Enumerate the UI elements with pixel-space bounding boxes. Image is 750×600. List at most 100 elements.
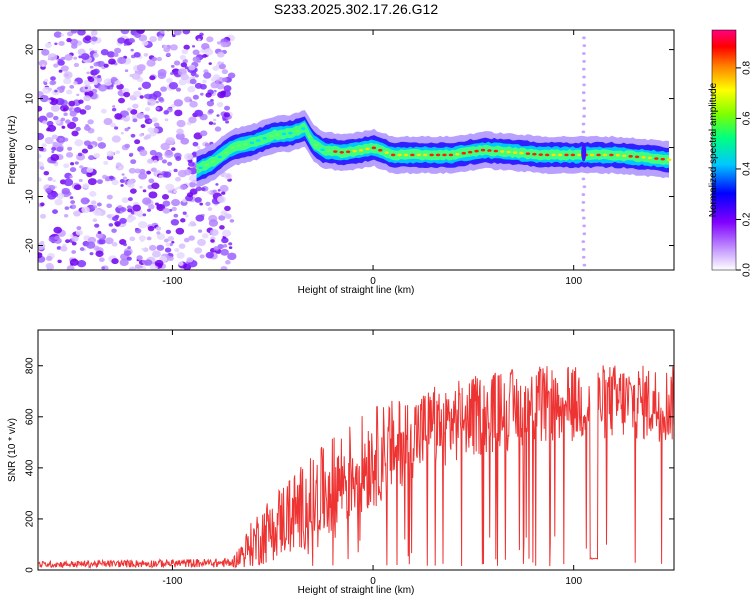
- noise-blob: [136, 64, 146, 72]
- noise-blob: [123, 250, 132, 257]
- spike-point: [582, 263, 587, 267]
- noise-blob: [130, 109, 138, 115]
- ytick-label: 0: [25, 144, 36, 150]
- noise-blob: [183, 237, 190, 243]
- ridge-peak: [480, 148, 486, 152]
- noise-blob: [103, 160, 109, 165]
- ytick-label: 200: [25, 510, 36, 527]
- noise-blob: [141, 247, 145, 251]
- noise-blob: [129, 152, 134, 157]
- noise-blob: [121, 173, 125, 176]
- noise-blob: [83, 125, 91, 131]
- noise-blob: [88, 155, 95, 161]
- noise-blob: [206, 100, 215, 107]
- snr-ticks: -100 0 100 0 200 400 600 800: [25, 330, 674, 587]
- noise-blob: [171, 206, 177, 212]
- noise-blob: [199, 202, 204, 206]
- ridge-peak: [577, 153, 582, 157]
- ridge-peak: [570, 153, 576, 157]
- noise-blob: [83, 95, 91, 102]
- noise-blob: [70, 162, 75, 166]
- noise-blob: [125, 115, 131, 119]
- ridge-peak: [256, 139, 261, 142]
- ridge-peak: [416, 153, 421, 157]
- noise-blob: [60, 85, 66, 90]
- noise-blob: [46, 127, 51, 132]
- noise-blob: [137, 213, 143, 218]
- noise-blob: [84, 104, 92, 111]
- noise-blob: [212, 189, 217, 194]
- noise-blob: [90, 30, 98, 36]
- noise-blob: [39, 94, 49, 103]
- ridge-peak: [339, 151, 344, 154]
- noise-blob: [220, 41, 228, 48]
- colorbar-gradient: [711, 29, 737, 271]
- spike-point: [582, 36, 586, 40]
- ytick-label: -20: [25, 238, 36, 253]
- noise-blob: [182, 211, 187, 215]
- ridge-peak: [602, 153, 608, 157]
- noise-blob: [176, 119, 186, 128]
- noise-blob: [218, 63, 226, 70]
- noise-blob: [54, 89, 58, 93]
- noise-blob: [189, 100, 198, 108]
- noise-blob: [42, 120, 48, 125]
- noise-blob: [205, 251, 214, 259]
- noise-blob: [218, 215, 226, 221]
- noise-blob: [101, 266, 106, 270]
- ridge-peak: [461, 151, 466, 155]
- ridge-peak: [512, 151, 518, 154]
- noise-blob: [73, 56, 78, 60]
- ridge-peak: [654, 157, 659, 160]
- ridge-peak: [634, 155, 640, 159]
- noise-blob: [38, 147, 44, 152]
- noise-blob: [41, 143, 47, 148]
- ridge-peak: [294, 129, 300, 133]
- noise-blob: [38, 132, 45, 141]
- noise-blob: [74, 161, 79, 165]
- ridge-peak: [410, 153, 415, 157]
- noise-blob: [67, 121, 77, 130]
- spike-point: [581, 67, 586, 71]
- noise-blob: [162, 200, 171, 207]
- noise-blob: [170, 147, 176, 151]
- noise-blob: [115, 150, 121, 155]
- noise-blob: [65, 119, 71, 124]
- noise-blob: [221, 237, 229, 244]
- noise-blob: [225, 120, 230, 124]
- noise-blob: [52, 179, 57, 183]
- noise-blob: [92, 218, 98, 222]
- spike-point: [581, 240, 586, 243]
- noise-blob: [74, 107, 82, 113]
- spike-point: [582, 232, 587, 236]
- noise-blob: [43, 170, 50, 176]
- noise-blob: [161, 159, 168, 164]
- ridge-peak: [615, 153, 621, 157]
- noise-blob: [156, 107, 160, 110]
- noise-blob: [79, 109, 87, 115]
- noise-blob: [134, 264, 141, 269]
- noise-blob: [175, 132, 185, 140]
- ridge-band: [196, 120, 669, 179]
- noise-blob: [164, 150, 174, 158]
- noise-blob: [194, 247, 203, 254]
- spike-point: [581, 201, 586, 204]
- noise-blob: [51, 147, 57, 151]
- ridge-peak: [435, 153, 441, 157]
- noise-blob: [173, 168, 178, 173]
- noise-blob: [53, 31, 62, 38]
- noise-blob: [145, 134, 152, 139]
- noise-blob: [178, 78, 187, 86]
- noise-blob: [160, 86, 167, 92]
- noise-blob: [144, 259, 153, 266]
- spike-point: [581, 208, 585, 212]
- noise-blob: [199, 83, 207, 90]
- noise-blob: [41, 64, 45, 67]
- noise-blob: [164, 118, 169, 122]
- ridge-peak: [538, 153, 543, 156]
- ridge-peak: [198, 166, 203, 170]
- noise-blob: [61, 187, 70, 195]
- noise-blob: [80, 197, 90, 205]
- noise-blob: [163, 110, 169, 115]
- noise-blob: [187, 85, 196, 93]
